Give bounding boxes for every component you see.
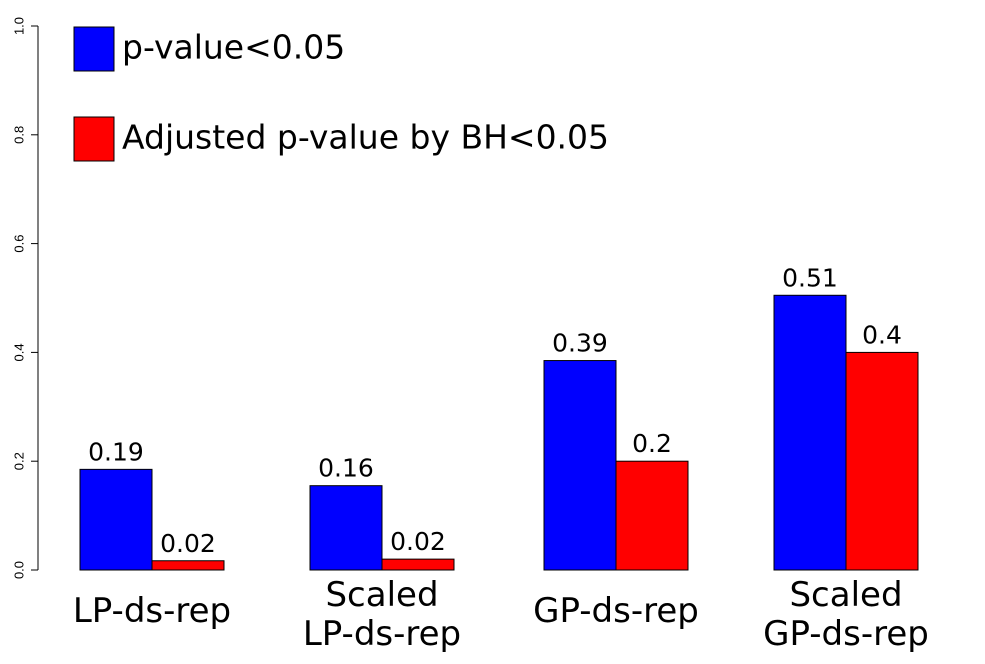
bar-pvalue-1 [309,485,383,571]
bar-value-label: 0.51 [782,263,838,292]
category-label: GP-ds-rep [763,614,929,654]
y-tick-label: 0.0 [11,561,26,579]
bar-value-label: 0.02 [390,527,446,556]
legend-label: p-value<0.05 [122,28,345,67]
legend-swatch [73,116,115,162]
bar-adjusted-1 [381,558,455,571]
bar-pvalue-3 [773,294,847,571]
bars [79,294,919,571]
y-tick-label: 1.0 [11,17,26,35]
bar-value-label: 0.2 [632,429,672,458]
bar-pvalue-0 [79,468,153,571]
y-tick-label: 0.6 [11,235,26,253]
bar-value-label: 0.02 [160,529,216,558]
y-axis: 0.0 0.2 0.4 0.6 0.8 1.0 [11,17,39,579]
y-tick-label: 0.4 [11,343,26,361]
bar-pvalue-2 [543,360,617,571]
legend-swatch [73,26,115,72]
category-label: Scaled [325,575,438,615]
bar-value-label: 0.39 [552,329,608,358]
category-label: Scaled [789,575,902,615]
bar-value-label: 0.16 [318,454,374,483]
y-tick-label: 0.2 [11,452,26,470]
category-label: LP-ds-rep [303,614,461,654]
legend-label: Adjusted p-value by BH<0.05 [122,118,609,157]
category-label: GP-ds-rep [533,591,699,631]
bar-value-label: 0.19 [88,437,144,466]
y-tick-label: 0.8 [11,126,26,144]
bar-adjusted-0 [151,560,225,571]
bar-adjusted-2 [615,460,689,571]
value-labels: 0.19 0.16 0.39 0.51 0.02 0.02 0.2 0.4 [88,263,902,557]
legend: p-value<0.05 Adjusted p-value by BH<0.05 [73,26,609,162]
category-label: LP-ds-rep [73,591,231,631]
bar-value-label: 0.4 [862,320,902,349]
bar-adjusted-3 [845,351,919,571]
